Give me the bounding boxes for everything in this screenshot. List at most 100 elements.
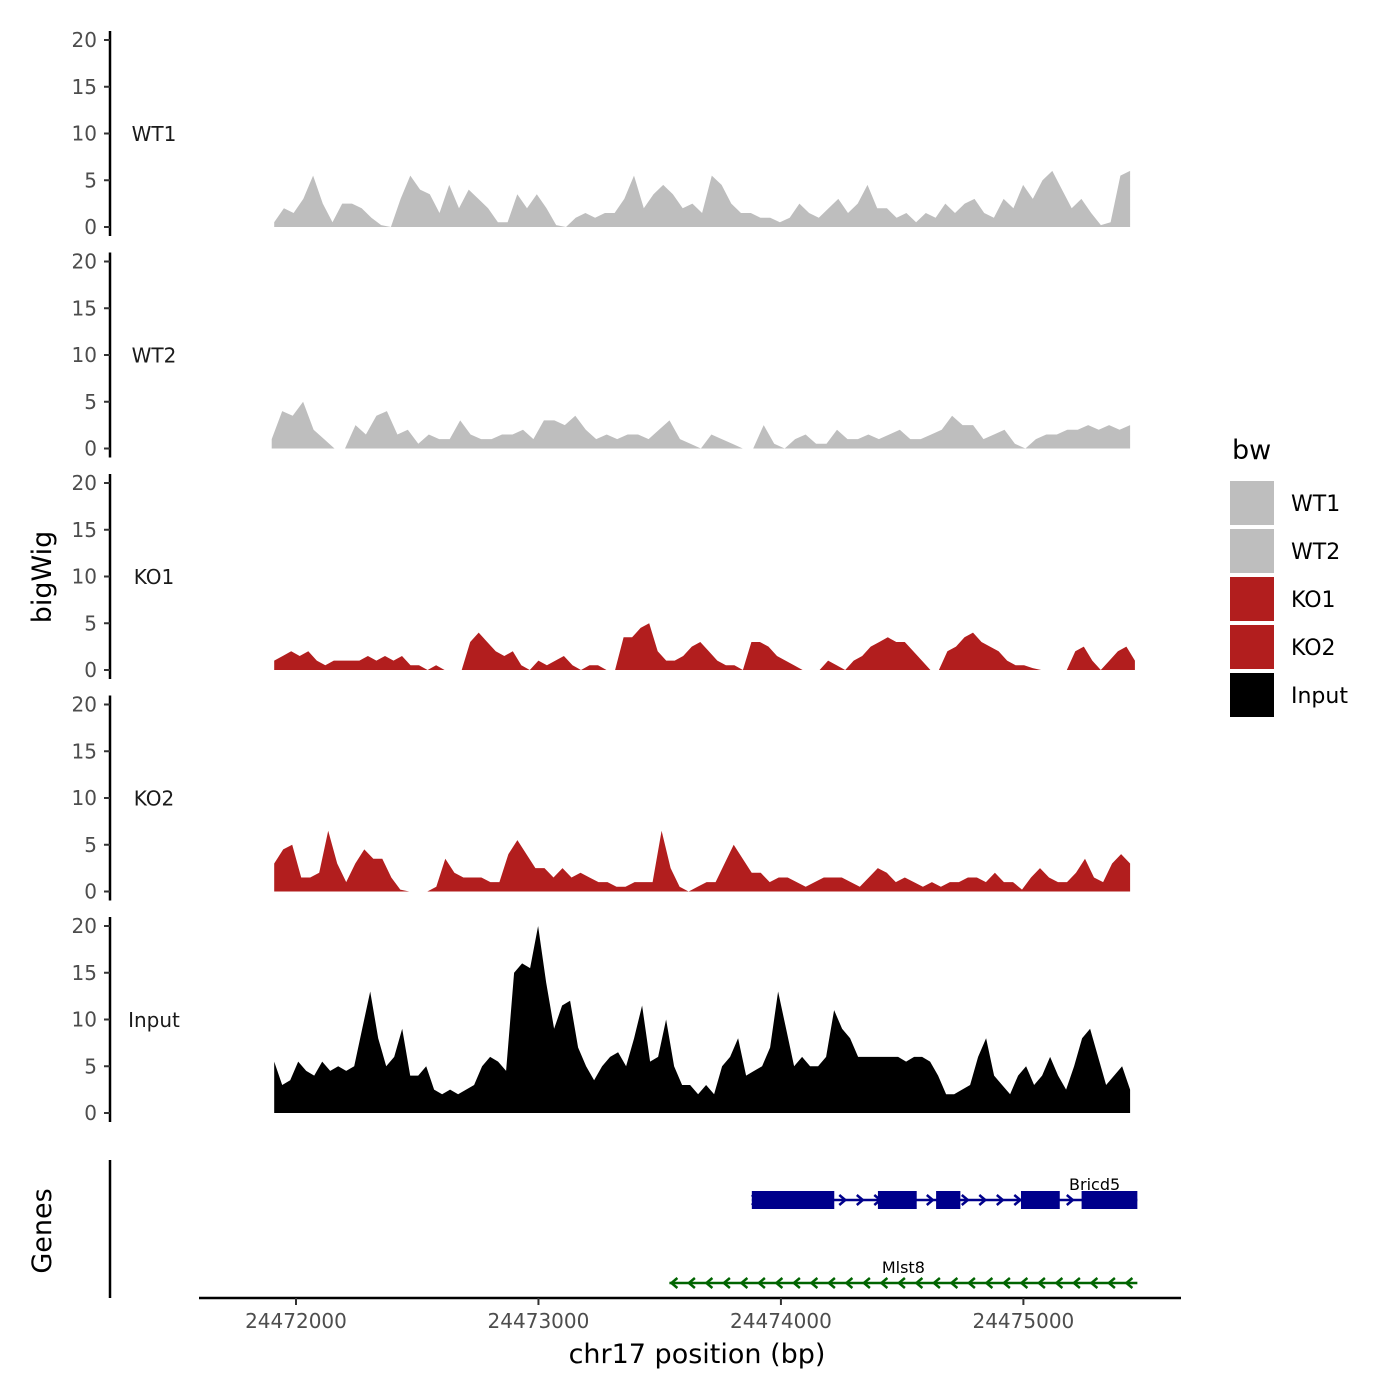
strand-arrow: [809, 1277, 819, 1289]
bigwig-tracks: 0 5 10 15 20 WT1 0 5 10 15 20 WT2 0 5 10 15 20 KO1 0 5 10 15 2…: [72, 28, 1135, 1125]
exon: [751, 1191, 835, 1209]
strand-arrow: [826, 1277, 836, 1289]
y-tick-label: 0: [84, 880, 97, 904]
strand-arrow: [966, 1277, 976, 1289]
x-tick-label: 24474000: [730, 1309, 832, 1333]
gene-mlst8: Mlst8: [669, 1258, 1138, 1289]
legend-swatch-wt1: [1230, 481, 1274, 525]
strand-arrow: [669, 1277, 679, 1289]
legend-label-ko2: KO2: [1291, 636, 1336, 661]
signal-area-wt1: [274, 170, 1131, 227]
strand-arrow: [949, 1277, 959, 1289]
track-label-wt1: WT1: [132, 122, 177, 146]
legend: bw WT1 WT2 KO1 KO2 Input: [1230, 435, 1348, 717]
track-label-input: Input: [128, 1008, 180, 1032]
y-tick-label: 10: [72, 1008, 97, 1032]
legend-swatch-ko1: [1230, 577, 1274, 621]
strand-arrow: [925, 1194, 935, 1206]
signal-area-input: [274, 926, 1131, 1113]
exon: [1020, 1191, 1060, 1209]
legend-label-input: Input: [1291, 684, 1348, 709]
y-tick-label: 15: [72, 296, 97, 320]
strand-arrow: [704, 1277, 714, 1289]
y-tick-label: 10: [72, 786, 97, 810]
strand-arrow: [739, 1277, 749, 1289]
strand-arrow: [1013, 1194, 1023, 1206]
track-label-ko2: KO2: [134, 787, 175, 811]
legend-swatch-wt2: [1230, 529, 1274, 573]
x-axis: 24472000 24473000 24474000 24475000: [199, 1296, 1181, 1333]
y-tick-label: 0: [84, 658, 97, 682]
gene-track: Bricd5 Mlst8: [108, 1160, 1138, 1298]
strand-arrow: [914, 1277, 924, 1289]
strand-arrow: [1065, 1194, 1075, 1206]
strand-arrow: [721, 1277, 731, 1289]
strand-arrow: [995, 1194, 1005, 1206]
y-tick-label: 10: [72, 122, 97, 146]
strand-arrow: [1019, 1277, 1029, 1289]
y-tick-label: 5: [84, 1054, 97, 1078]
track-label-ko1: KO1: [134, 565, 175, 589]
y-tick-label: 20: [72, 28, 97, 52]
y-tick-label: 20: [72, 914, 97, 938]
y-axis-title: bigWig: [27, 531, 58, 624]
strand-arrow: [844, 1277, 854, 1289]
y-tick-label: 5: [84, 390, 97, 414]
y-tick-label: 20: [72, 250, 97, 274]
strand-arrow: [984, 1277, 994, 1289]
strand-arrow: [879, 1277, 889, 1289]
strand-arrow: [1071, 1277, 1081, 1289]
strand-arrow: [960, 1194, 970, 1206]
track-input: 0 5 10 15 20 Input: [72, 914, 1131, 1125]
exon: [877, 1191, 917, 1209]
y-tick-label: 10: [72, 343, 97, 367]
legend-label-ko1: KO1: [1291, 588, 1336, 613]
legend-swatch-ko2: [1230, 625, 1274, 669]
y-tick-label: 5: [84, 611, 97, 635]
exon: [936, 1191, 961, 1209]
signal-area-ko1: [274, 623, 1135, 670]
signal-area-wt2: [271, 401, 1131, 449]
x-tick-label: 24472000: [245, 1309, 347, 1333]
y-tick-label: 0: [84, 215, 97, 239]
y-tick-label: 15: [72, 518, 97, 542]
strand-arrow: [861, 1277, 871, 1289]
strand-arrow: [686, 1277, 696, 1289]
strand-arrow: [896, 1277, 906, 1289]
y-tick-label: 0: [84, 437, 97, 461]
strand-arrow: [1106, 1277, 1116, 1289]
y-tick-label: 5: [84, 833, 97, 857]
strand-arrow: [791, 1277, 801, 1289]
strand-arrow: [774, 1277, 784, 1289]
gene-bricd5: Bricd5: [750, 1175, 1138, 1209]
track-ko1: 0 5 10 15 20 KO1: [72, 471, 1135, 682]
strand-arrow: [978, 1194, 988, 1206]
y-tick-label: 20: [72, 693, 97, 717]
strand-arrow: [1124, 1277, 1134, 1289]
y-tick-label: 10: [72, 565, 97, 589]
legend-label-wt2: WT2: [1291, 540, 1340, 565]
y-tick-label: 20: [72, 471, 97, 495]
strand-arrow: [1089, 1277, 1099, 1289]
legend-swatch-input: [1230, 673, 1274, 717]
y-tick-label: 0: [84, 1101, 97, 1125]
y-tick-label: 15: [72, 739, 97, 763]
strand-arrow: [931, 1277, 941, 1289]
signal-area-ko2: [274, 830, 1131, 892]
strand-arrow: [1001, 1277, 1011, 1289]
strand-arrow: [838, 1194, 848, 1206]
track-wt2: 0 5 10 15 20 WT2: [72, 250, 1131, 461]
track-ko2: 0 5 10 15 20 KO2: [72, 693, 1131, 904]
strand-arrow: [756, 1277, 766, 1289]
y-tick-label: 5: [84, 168, 97, 192]
x-tick-label: 24473000: [488, 1309, 590, 1333]
legend-label-wt1: WT1: [1291, 492, 1340, 517]
track-label-wt2: WT2: [132, 344, 177, 368]
x-tick-label: 24475000: [972, 1309, 1074, 1333]
exon: [1081, 1191, 1138, 1209]
y-tick-label: 15: [72, 75, 97, 99]
gene-label-bricd5: Bricd5: [1069, 1175, 1120, 1194]
genes-axis-title: Genes: [27, 1188, 58, 1273]
strand-arrow: [1036, 1277, 1046, 1289]
